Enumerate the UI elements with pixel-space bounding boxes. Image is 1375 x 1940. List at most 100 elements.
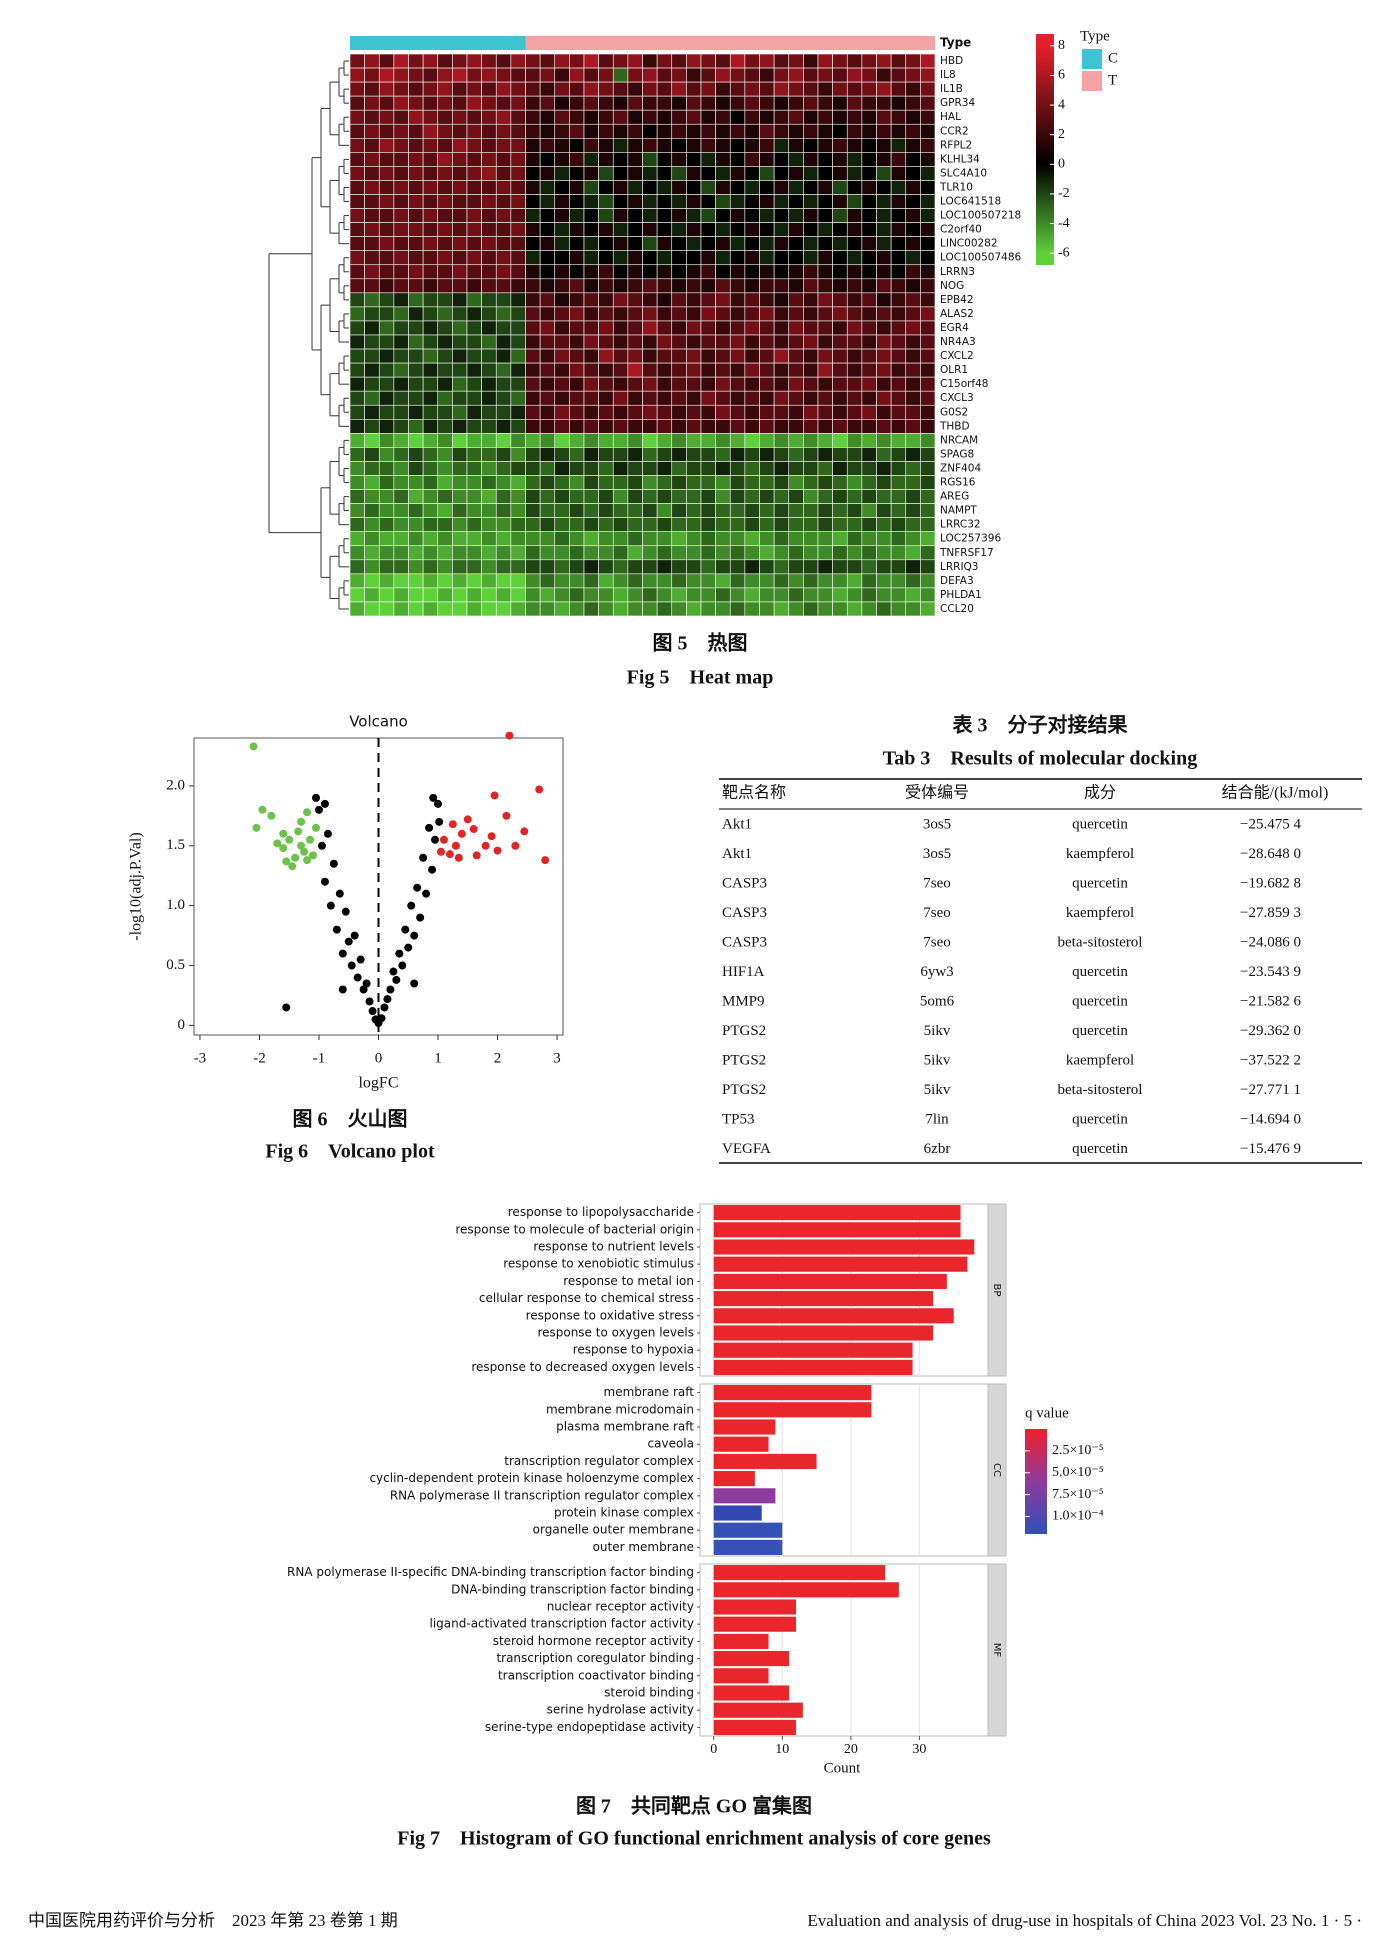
heat-cell [378, 573, 395, 589]
point [463, 815, 472, 824]
heat-cell [525, 95, 541, 111]
heat-cell [905, 109, 921, 125]
heat-cell [920, 138, 936, 153]
row-label: G0S2 [940, 406, 968, 418]
heat-cell [686, 461, 702, 476]
heat-cell [481, 601, 497, 617]
heat-cell [422, 587, 439, 603]
heat-cell [788, 376, 804, 392]
heat-cell [408, 67, 424, 83]
heat-cell [890, 376, 907, 392]
table-cell: 5om6 [920, 993, 955, 1009]
point [368, 1007, 377, 1016]
heat-cell [452, 138, 468, 153]
heat-cell [349, 601, 365, 617]
heat-cell [525, 390, 541, 406]
heat-cell [378, 81, 395, 97]
heat-cell [583, 236, 599, 251]
heat-cell [744, 53, 760, 69]
point [344, 937, 353, 946]
table-cell: −29.362 0 [1240, 1023, 1301, 1039]
heat-cell [437, 503, 453, 518]
heat-cell [729, 320, 746, 336]
heat-cell [920, 489, 936, 504]
heat-cell [525, 166, 541, 181]
heat-cell [803, 461, 819, 476]
heat-cell [437, 250, 453, 266]
heat-cell [832, 222, 848, 237]
heat-cell [393, 180, 409, 195]
heat-cell [612, 109, 629, 125]
table-cell: 7seo [923, 934, 951, 950]
row-label: RFPL2 [940, 139, 972, 151]
heat-cell [715, 236, 731, 251]
heat-cell [466, 447, 482, 462]
heat-cell [729, 278, 746, 294]
heat-cell [598, 390, 614, 406]
heat-cell [583, 320, 599, 336]
heat-cell [700, 334, 716, 350]
heat-cell [656, 222, 673, 237]
heat-cell [422, 152, 439, 167]
heat-cell [598, 517, 614, 533]
heat-cell [495, 278, 512, 294]
heat-cell [393, 81, 409, 97]
heat-cell [510, 489, 526, 504]
heat-cell [744, 194, 760, 209]
point [511, 841, 520, 850]
heat-cell [861, 320, 877, 336]
heat-cell [364, 81, 380, 97]
heat-cell [393, 573, 409, 589]
heat-cell [642, 573, 658, 589]
heat-cell [437, 489, 453, 504]
heat-cell [495, 404, 512, 420]
bar [713, 1702, 803, 1718]
point [306, 835, 315, 844]
heat-cell [656, 404, 673, 420]
heat-cell [422, 109, 439, 125]
heat-cell [569, 489, 585, 504]
row-label: GPR34 [940, 97, 975, 109]
heat-cell [612, 208, 629, 223]
heat-cell [861, 250, 877, 266]
heat-cell [598, 138, 614, 153]
heat-cell [554, 573, 570, 589]
heat-cell [495, 531, 512, 547]
heat-cell [744, 418, 760, 434]
heat-cell [364, 67, 380, 83]
heat-cell [627, 348, 643, 364]
heat-cell [715, 433, 731, 448]
heat-cell [656, 545, 673, 561]
heat-cell [700, 447, 716, 462]
heat-cell [612, 390, 629, 406]
heat-cell [349, 461, 365, 476]
heat-cell [554, 95, 570, 111]
heat-cell [759, 278, 775, 294]
heat-cell [452, 180, 468, 195]
heat-cell [349, 278, 365, 294]
heat-cell [612, 461, 629, 476]
heat-cell [773, 503, 790, 518]
heat-cell [773, 348, 790, 364]
heat-cell [349, 208, 365, 223]
heat-cell [715, 503, 731, 518]
heat-cell [817, 278, 833, 294]
heat-cell [846, 292, 863, 308]
heat-cell [744, 390, 760, 406]
heat-cell [920, 348, 936, 364]
heat-cell [759, 447, 775, 462]
point [407, 901, 416, 910]
heat-cell [817, 447, 833, 462]
heat-cell [846, 376, 863, 392]
point [535, 785, 544, 794]
heat-cell [846, 53, 863, 69]
heat-cell [466, 109, 482, 125]
point [436, 847, 445, 856]
heat-cell [627, 475, 643, 490]
heat-cell [393, 531, 409, 547]
heat-cell [408, 109, 424, 125]
heat-cell [876, 194, 892, 209]
heat-cell [803, 573, 819, 589]
heat-cell [627, 601, 643, 617]
heat-cell [569, 109, 585, 125]
